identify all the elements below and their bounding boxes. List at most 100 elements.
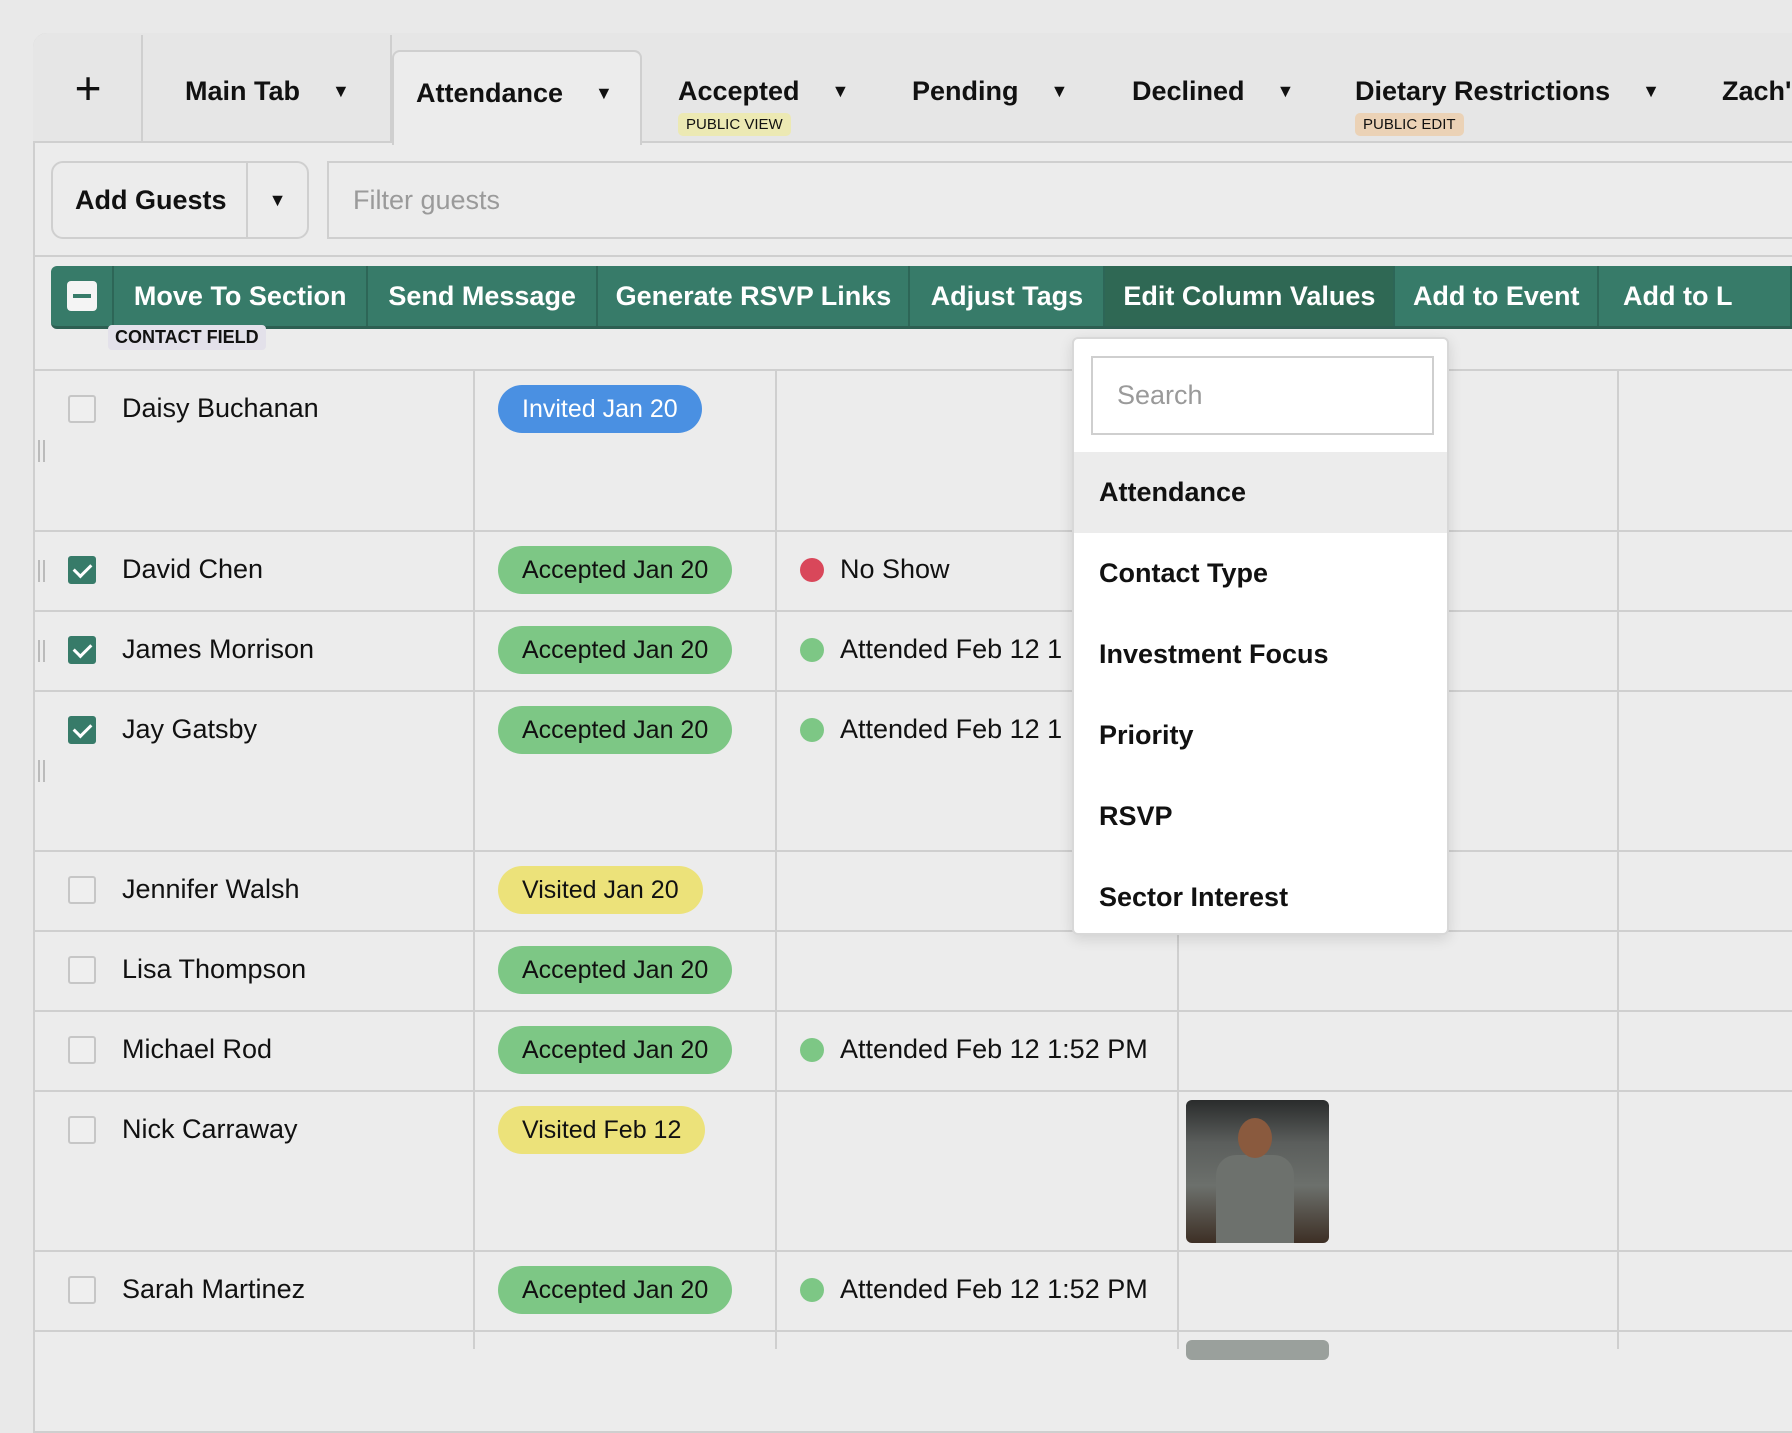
dropdown-item-attendance[interactable]: Attendance — [1074, 452, 1447, 533]
guest-name[interactable]: Daisy Buchanan — [122, 393, 319, 423]
action-send-message[interactable]: Send Message — [368, 266, 599, 326]
guest-name[interactable]: Lisa Thompson — [122, 954, 307, 984]
action-add-to-event[interactable]: Add to Event — [1395, 266, 1599, 326]
tab-declined[interactable]: Declined ▼ — [1114, 35, 1335, 128]
row-divider — [33, 850, 1792, 852]
row-divider — [33, 690, 1792, 692]
filter-guests-input[interactable]: Filter guests — [327, 161, 1792, 239]
photo-head — [1238, 1118, 1272, 1158]
chevron-down-icon[interactable]: ▼ — [332, 81, 350, 101]
minus-icon — [66, 281, 97, 311]
column-divider — [775, 369, 777, 1349]
tab-zach-s[interactable]: Zach's — [1704, 35, 1792, 128]
rsvp-status-badge[interactable]: Visited Jan 20 — [498, 866, 703, 914]
rsvp-status-badge[interactable]: Accepted Jan 20 — [498, 1266, 733, 1314]
rsvp-status-badge[interactable]: Accepted Jan 20 — [498, 626, 733, 674]
tab-label-row: Declined ▼ — [1132, 76, 1335, 107]
tab-dietary-restrictions[interactable]: Dietary Restrictions ▼ PUBLIC EDIT — [1337, 35, 1700, 136]
dropdown-item-priority[interactable]: Priority — [1099, 720, 1194, 750]
guest-name[interactable]: Sarah Martinez — [122, 1274, 306, 1304]
guest-name[interactable]: Jennifer Walsh — [122, 874, 300, 904]
row-divider — [33, 369, 1792, 371]
chevron-down-icon[interactable]: ▼ — [595, 83, 613, 103]
photo-body — [1216, 1155, 1294, 1243]
row-divider — [33, 530, 1792, 532]
tab-label: Pending — [912, 76, 1019, 106]
guest-name[interactable]: Michael Rod — [122, 1034, 273, 1064]
column-divider — [1617, 369, 1619, 1349]
row-checkbox[interactable] — [68, 716, 96, 744]
drag-handle-icon[interactable] — [38, 640, 45, 662]
action-edit-column-values[interactable]: Edit Column Values — [1105, 266, 1396, 326]
rsvp-status-badge[interactable]: Accepted Jan 20 — [498, 706, 733, 754]
attended-dot-icon — [800, 638, 824, 662]
row-checkbox[interactable] — [68, 1116, 96, 1144]
tab-label: Attendance — [416, 78, 564, 108]
attended-dot-icon — [800, 1038, 824, 1062]
guest-name[interactable]: David Chen — [122, 554, 264, 584]
row-checkbox[interactable] — [68, 556, 96, 584]
rsvp-status-badge[interactable]: Invited Jan 20 — [498, 385, 702, 433]
tab-label: Zach's — [1722, 76, 1792, 106]
chevron-down-icon[interactable]: ▼ — [1276, 81, 1295, 101]
tab-badge: PUBLIC EDIT — [1355, 113, 1464, 136]
row-checkbox[interactable] — [68, 636, 96, 664]
tab-label-row: Attendance ▼ — [416, 78, 640, 109]
attendance-status[interactable]: Attended Feb 12 1 — [840, 634, 1063, 664]
tab-main-tab[interactable]: Main Tab ▼ — [143, 35, 392, 141]
no-show-dot-icon — [800, 558, 824, 582]
attendance-status[interactable]: No Show — [840, 554, 950, 584]
rsvp-status-badge[interactable]: Accepted Jan 20 — [498, 946, 733, 994]
drag-handle-icon[interactable] — [38, 560, 45, 582]
chevron-down-icon[interactable]: ▼ — [1050, 81, 1069, 101]
plus-icon: + — [74, 62, 102, 114]
dropdown-search-input[interactable]: Search — [1091, 356, 1434, 435]
bulk-action-bar: Move To Section Send Message Generate RSVP… — [51, 266, 1792, 329]
tab-pending[interactable]: Pending ▼ — [894, 35, 1112, 128]
dropdown-item-investment-focus[interactable]: Investment Focus — [1099, 639, 1329, 669]
row-checkbox[interactable] — [68, 876, 96, 904]
chevron-down-icon[interactable]: ▼ — [268, 189, 287, 210]
row-divider — [33, 930, 1792, 932]
guest-photo[interactable] — [1186, 1340, 1329, 1360]
action-move-to-section[interactable]: Move To Section — [114, 266, 368, 326]
add-guests-button[interactable]: Add Guests ▼ — [51, 161, 309, 239]
rsvp-status-badge[interactable]: Visited Feb 12 — [498, 1106, 706, 1154]
deselect-all-checkbox[interactable] — [51, 266, 115, 326]
row-divider — [33, 1330, 1792, 1332]
tab-label-row: Zach's — [1722, 76, 1792, 107]
tab-label-row: Main Tab ▼ — [185, 76, 390, 107]
guest-photo[interactable] — [1186, 1100, 1329, 1243]
add-tab-button[interactable]: + — [35, 35, 143, 141]
guest-name[interactable]: Jay Gatsby — [122, 714, 258, 744]
attended-dot-icon — [800, 718, 824, 742]
dropdown-item-rsvp[interactable]: RSVP — [1099, 801, 1173, 831]
tab-label: Accepted — [678, 76, 800, 106]
attendance-status[interactable]: Attended Feb 12 1 — [840, 714, 1063, 744]
guest-name[interactable]: Nick Carraway — [122, 1114, 298, 1144]
row-divider — [33, 610, 1792, 612]
add-guests-label[interactable]: Add Guests — [53, 163, 248, 237]
tab-attendance[interactable]: Attendance ▼ — [392, 50, 642, 145]
attendance-status[interactable]: Attended Feb 12 1:52 PM — [840, 1274, 1148, 1304]
chevron-down-icon[interactable]: ▼ — [831, 81, 850, 101]
row-checkbox[interactable] — [68, 1036, 96, 1064]
row-checkbox[interactable] — [68, 395, 96, 423]
tab-label-row: Pending ▼ — [912, 76, 1112, 107]
dropdown-item-sector-interest[interactable]: Sector Interest — [1099, 882, 1289, 912]
action-adjust-tags[interactable]: Adjust Tags — [910, 266, 1106, 326]
row-checkbox[interactable] — [68, 1276, 96, 1304]
rsvp-status-badge[interactable]: Accepted Jan 20 — [498, 1026, 733, 1074]
action-add-to-l[interactable]: Add to L — [1599, 266, 1792, 326]
action-generate-rsvp-links[interactable]: Generate RSVP Links — [598, 266, 911, 326]
tab-accepted[interactable]: Accepted ▼ PUBLIC VIEW — [660, 35, 890, 136]
attendance-status[interactable]: Attended Feb 12 1:52 PM — [840, 1034, 1148, 1064]
drag-handle-icon[interactable] — [38, 760, 45, 782]
dropdown-item-contact-type[interactable]: Contact Type — [1099, 558, 1269, 588]
row-checkbox[interactable] — [68, 956, 96, 984]
rsvp-status-badge[interactable]: Accepted Jan 20 — [498, 546, 733, 594]
tab-label: Dietary Restrictions — [1355, 76, 1611, 106]
guest-name[interactable]: James Morrison — [122, 634, 315, 664]
chevron-down-icon[interactable]: ▼ — [1642, 81, 1660, 101]
drag-handle-icon[interactable] — [38, 440, 45, 462]
